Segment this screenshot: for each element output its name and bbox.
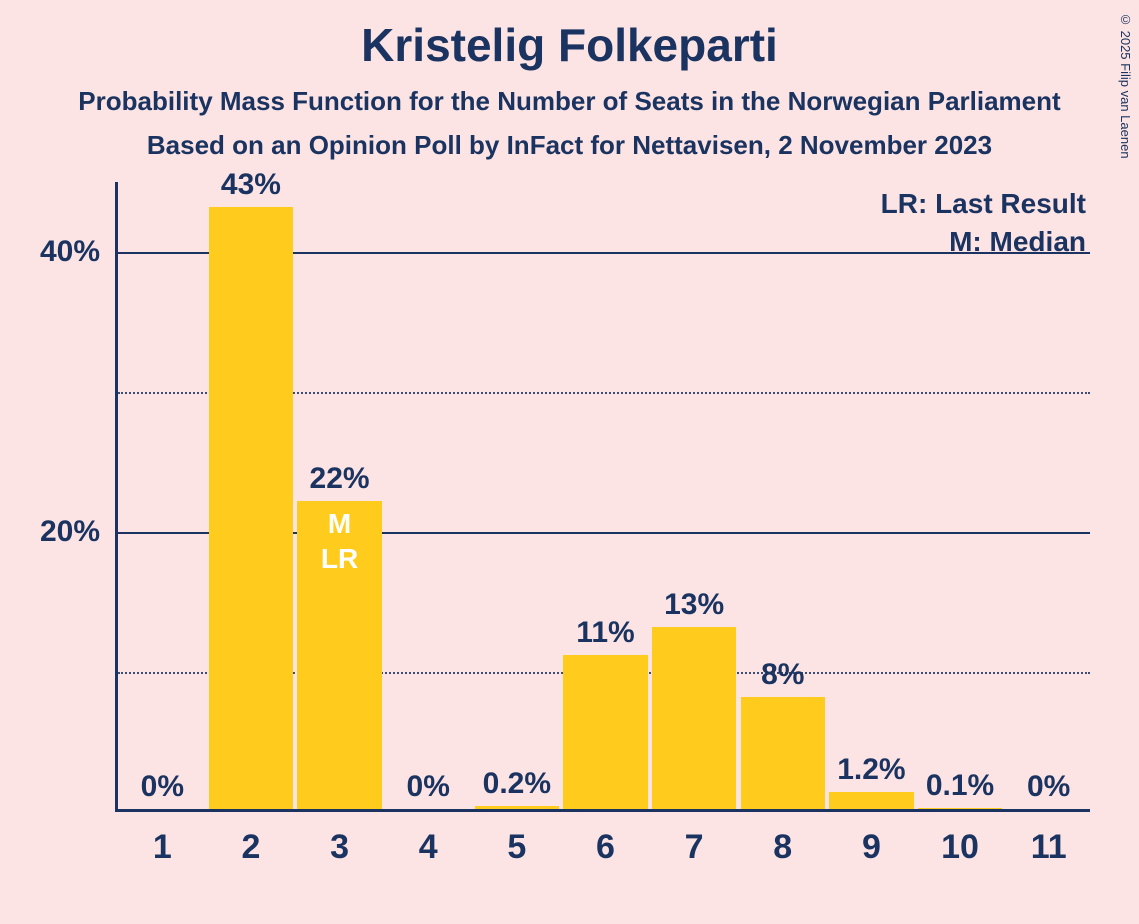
bar	[741, 697, 825, 809]
x-category-label: 2	[241, 828, 260, 867]
bar	[918, 808, 1002, 809]
bar-value-label: 0%	[407, 770, 450, 804]
bar-value-label: 0%	[1027, 770, 1070, 804]
x-category-label: 10	[941, 828, 979, 867]
bar	[563, 655, 647, 809]
x-category-label: 3	[330, 828, 349, 867]
bar	[829, 792, 913, 809]
in-bar-marker: MLR	[321, 506, 358, 576]
y-axis	[115, 182, 118, 812]
bar-value-label: 0.2%	[483, 767, 551, 801]
bar-value-label: 0.1%	[926, 769, 994, 803]
chart-title: Kristelig Folkeparti	[0, 18, 1139, 72]
y-tick-label: 20%	[0, 515, 100, 549]
x-category-label: 1	[153, 828, 172, 867]
chart-subtitle-1: Probability Mass Function for the Number…	[0, 86, 1139, 117]
x-category-label: 8	[773, 828, 792, 867]
bar-value-label: 11%	[576, 616, 634, 650]
bar-value-label: 8%	[761, 658, 804, 692]
copyright-text: © 2025 Filip van Laenen	[1118, 12, 1133, 159]
x-category-label: 4	[419, 828, 438, 867]
x-category-label: 7	[685, 828, 704, 867]
legend-lr: LR: Last Result	[881, 188, 1086, 220]
bar-value-label: 1.2%	[837, 753, 905, 787]
chart-subtitle-2: Based on an Opinion Poll by InFact for N…	[0, 130, 1139, 161]
bar	[209, 207, 293, 809]
bar	[475, 806, 559, 809]
x-category-label: 11	[1031, 828, 1067, 867]
bar	[652, 627, 736, 809]
bar-value-label: 0%	[141, 770, 184, 804]
x-category-label: 9	[862, 828, 881, 867]
bar-value-label: 43%	[221, 168, 281, 202]
y-tick-label: 40%	[0, 235, 100, 269]
bar-value-label: 22%	[310, 462, 370, 496]
x-category-label: 5	[507, 828, 526, 867]
x-category-label: 6	[596, 828, 615, 867]
pmf-bar-chart: LR: Last Result M: Median 20%40%0%143%22…	[115, 182, 1100, 812]
x-axis	[115, 809, 1090, 812]
bar-value-label: 13%	[664, 588, 724, 622]
